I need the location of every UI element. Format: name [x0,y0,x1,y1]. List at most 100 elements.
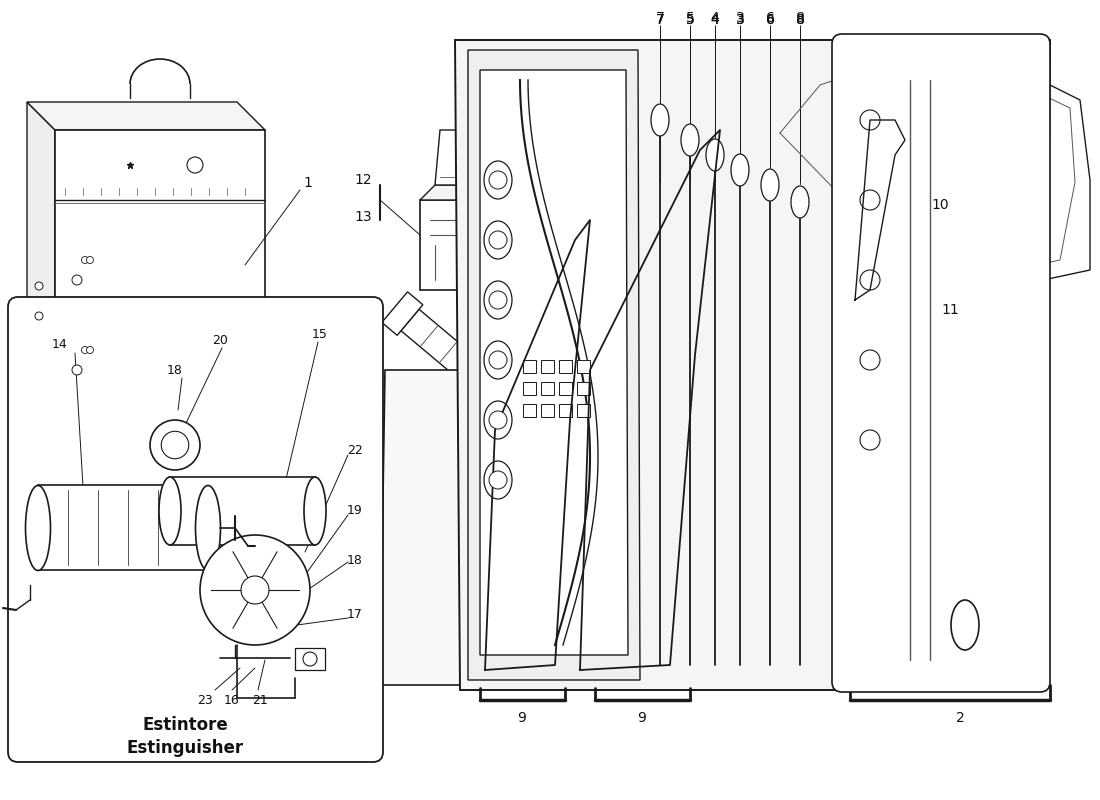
Polygon shape [28,102,265,130]
Bar [578,360,590,373]
Circle shape [200,535,310,645]
Text: 7: 7 [656,13,664,27]
Text: 15: 15 [312,329,328,342]
Text: 19: 19 [348,503,363,517]
Text: 7: 7 [656,13,664,27]
Bar [559,404,572,417]
Ellipse shape [484,281,512,319]
Text: 8: 8 [795,11,804,25]
Circle shape [490,411,507,429]
Ellipse shape [791,186,808,218]
Text: 9: 9 [518,711,527,725]
Circle shape [150,420,200,470]
Text: 23: 23 [197,694,213,706]
Text: 5: 5 [685,13,694,27]
Bar [55,130,265,400]
Bar [522,404,536,417]
Text: eurospares: eurospares [638,490,761,510]
Circle shape [490,471,507,489]
FancyBboxPatch shape [8,297,383,762]
Circle shape [241,576,270,604]
Text: eurospares: eurospares [249,321,372,339]
Ellipse shape [304,477,326,545]
Text: 18: 18 [348,554,363,566]
Circle shape [72,365,82,375]
Circle shape [848,330,856,338]
Text: 5: 5 [685,13,694,27]
Text: 16: 16 [224,694,240,706]
Ellipse shape [196,486,220,570]
Polygon shape [835,190,860,210]
Text: 21: 21 [252,694,268,706]
Circle shape [302,652,317,666]
Polygon shape [402,310,496,395]
Circle shape [87,257,94,263]
Ellipse shape [681,124,698,156]
Circle shape [860,430,880,450]
Text: 18: 18 [167,363,183,377]
Circle shape [187,157,204,173]
Ellipse shape [484,221,512,259]
FancyBboxPatch shape [832,34,1050,692]
Circle shape [490,351,507,369]
Circle shape [860,190,880,210]
Text: 17: 17 [348,609,363,622]
Bar [522,382,536,395]
Text: 4: 4 [711,11,719,25]
Text: 3: 3 [736,13,745,27]
Circle shape [860,350,880,370]
Polygon shape [28,102,55,400]
Circle shape [72,275,82,285]
Bar [578,382,590,395]
Ellipse shape [952,600,979,650]
Circle shape [87,346,94,354]
Text: 8: 8 [795,13,804,27]
Polygon shape [379,370,510,685]
Circle shape [490,171,507,189]
Bar [39,485,208,570]
Polygon shape [434,130,605,185]
Ellipse shape [732,154,749,186]
Ellipse shape [484,401,512,439]
Ellipse shape [484,161,512,199]
Text: eurospares: eurospares [498,301,622,319]
Circle shape [81,257,88,263]
Text: Estinguisher: Estinguisher [126,739,243,757]
Circle shape [860,110,880,130]
Bar [541,404,554,417]
Text: 3: 3 [736,11,745,25]
Ellipse shape [25,486,51,570]
Polygon shape [840,310,870,345]
Ellipse shape [484,341,512,379]
Ellipse shape [160,477,182,545]
Text: Estintore: Estintore [142,716,228,734]
Bar [522,360,536,373]
Text: 4: 4 [711,13,719,27]
Circle shape [35,282,43,290]
Bar [295,648,324,670]
Text: 4: 4 [711,13,719,27]
Text: 12: 12 [354,173,372,187]
Text: 1: 1 [304,176,312,190]
Bar [493,200,517,208]
Polygon shape [840,40,1042,685]
Polygon shape [468,50,640,680]
Circle shape [860,270,880,290]
Bar [559,360,572,373]
Circle shape [490,291,507,309]
Text: 2: 2 [956,711,965,725]
Text: 6: 6 [766,11,774,25]
Text: 11: 11 [942,303,959,317]
Circle shape [856,330,864,338]
Text: 3: 3 [736,13,745,27]
Text: 6: 6 [766,13,774,27]
Circle shape [873,299,881,307]
Circle shape [162,431,189,458]
Text: 22: 22 [348,443,363,457]
Polygon shape [760,50,1090,300]
Text: 14: 14 [52,338,68,351]
Bar [541,360,554,373]
Polygon shape [480,70,628,655]
Text: 13: 13 [354,210,372,224]
Bar [170,477,315,545]
